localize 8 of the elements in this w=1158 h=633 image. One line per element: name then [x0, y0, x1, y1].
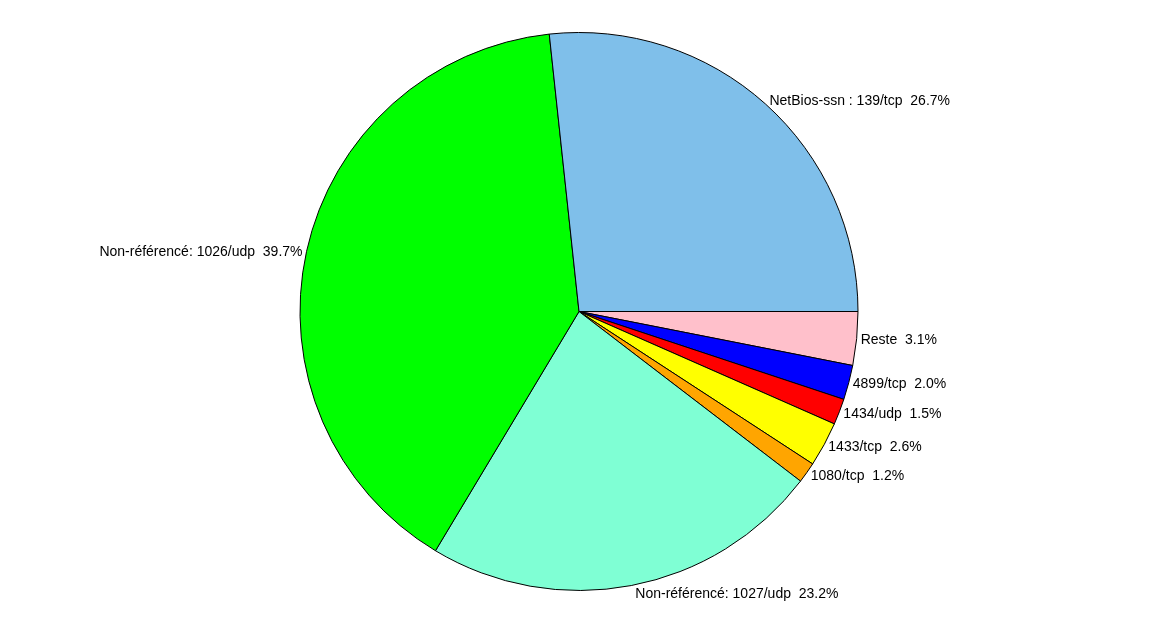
- slice-label: 1080/tcp 1.2%: [810, 467, 905, 484]
- slice-label: Reste 3.1%: [860, 330, 937, 347]
- slice-label: 4899/tcp 2.0%: [852, 375, 947, 392]
- slice-label: Non-référencé: 1026/udp 39.7%: [99, 243, 303, 260]
- slice-label: Non-référencé: 1027/udp 23.2%: [635, 585, 839, 602]
- slice-label: NetBios-ssn : 139/tcp 26.7%: [769, 91, 951, 108]
- slice-label: 1434/udp 1.5%: [843, 404, 942, 421]
- slice-label: 1433/tcp 2.6%: [828, 438, 922, 455]
